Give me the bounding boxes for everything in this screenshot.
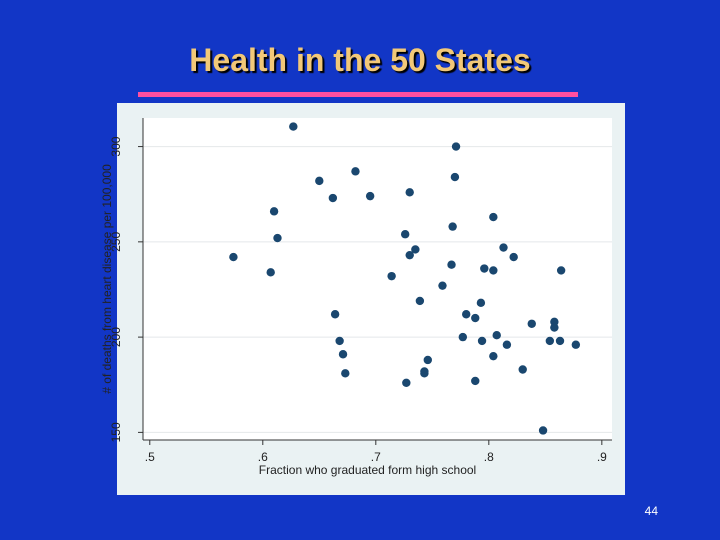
- y-tick-label: 200: [109, 327, 123, 347]
- data-point: [273, 233, 282, 243]
- data-point: [556, 266, 566, 275]
- y-axis-label: # of deaths from heart disease per 100,0…: [100, 164, 114, 394]
- data-point: [462, 310, 471, 319]
- x-tick-label: .5: [145, 450, 155, 464]
- data-point: [571, 340, 581, 349]
- data-point: [471, 313, 480, 323]
- data-point: [229, 252, 238, 262]
- y-tick-label: 250: [109, 232, 123, 252]
- data-point: [471, 376, 480, 386]
- data-point: [492, 331, 501, 340]
- data-point: [365, 191, 375, 201]
- data-point: [415, 296, 425, 306]
- data-point: [480, 264, 489, 273]
- x-axis-label: Fraction who graduated form high school: [259, 463, 476, 477]
- data-point: [438, 281, 447, 290]
- data-point: [400, 230, 410, 239]
- data-point: [330, 310, 340, 319]
- data-point: [335, 336, 344, 346]
- data-point: [499, 243, 508, 252]
- y-tick-label: 300: [109, 136, 123, 156]
- data-point: [489, 266, 498, 275]
- x-tick-label: .8: [484, 450, 494, 464]
- data-point: [518, 365, 527, 374]
- data-point: [545, 336, 555, 346]
- data-point: [489, 212, 498, 222]
- data-point: [315, 176, 324, 186]
- x-tick-label: .7: [371, 450, 381, 464]
- data-point: [477, 336, 487, 346]
- x-tick-label: .6: [258, 450, 268, 464]
- data-point: [509, 252, 518, 262]
- data-point: [527, 319, 536, 328]
- y-tick-label: 150: [109, 422, 123, 442]
- data-point: [328, 193, 338, 203]
- data-point: [476, 298, 486, 308]
- data-point: [402, 378, 411, 388]
- page-number: 44: [644, 504, 658, 518]
- data-point: [338, 350, 348, 359]
- data-point: [420, 367, 429, 376]
- slide-title: Health in the 50 States: [189, 42, 531, 78]
- data-point: [423, 355, 432, 365]
- data-point: [387, 271, 396, 281]
- data-point: [450, 172, 460, 182]
- data-point: [489, 351, 498, 361]
- data-point: [550, 323, 559, 332]
- data-point: [411, 245, 420, 254]
- data-point: [269, 207, 279, 216]
- data-point: [538, 426, 548, 435]
- data-point: [448, 222, 457, 231]
- data-point: [266, 268, 275, 277]
- data-point: [341, 369, 350, 378]
- data-point: [458, 332, 468, 342]
- title-underline: [138, 92, 578, 97]
- plot-area: [143, 118, 612, 440]
- data-point: [289, 122, 298, 131]
- data-point: [451, 142, 461, 151]
- data-point: [555, 336, 565, 346]
- data-point: [502, 340, 512, 349]
- data-point: [405, 250, 414, 260]
- data-point: [405, 188, 414, 197]
- x-tick-label: .9: [597, 450, 607, 464]
- data-point: [351, 167, 360, 176]
- data-point: [447, 260, 456, 269]
